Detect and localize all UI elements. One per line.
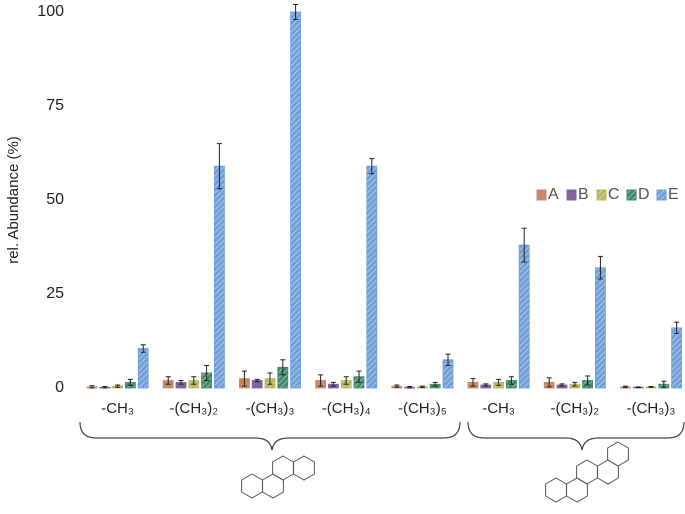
y-tick-label: 75	[46, 97, 64, 114]
error-bar	[216, 143, 222, 190]
error-bar	[102, 385, 108, 389]
error-bar	[419, 385, 425, 389]
bar	[366, 165, 378, 389]
error-bar	[140, 344, 146, 353]
ring	[241, 473, 263, 499]
error-bar	[280, 359, 286, 376]
error-bar	[661, 380, 667, 388]
legend-swatch	[536, 189, 547, 201]
legend-label: B	[578, 186, 589, 203]
error-bar	[165, 376, 171, 385]
legend-swatch	[566, 189, 577, 201]
error-bar	[369, 158, 375, 175]
error-bar	[546, 377, 552, 388]
ring	[293, 455, 315, 481]
bar	[518, 244, 530, 389]
error-bar	[470, 378, 476, 387]
legend-label: C	[608, 186, 620, 203]
error-bar	[407, 385, 413, 389]
error-bar	[178, 379, 184, 385]
brackets	[79, 421, 685, 451]
error-bar	[585, 375, 591, 386]
x-tick-label: -(CH₃)₅	[398, 400, 447, 417]
error-bar	[521, 227, 527, 263]
x-tick-label: -CH₃	[482, 400, 515, 417]
error-bar	[241, 370, 247, 387]
error-bar	[674, 321, 680, 334]
error-bar	[204, 364, 210, 381]
error-bar	[191, 376, 197, 385]
y-tick-label: 0	[55, 379, 64, 396]
error-bar	[356, 370, 362, 383]
error-bar	[254, 378, 260, 383]
x-tick-label: -(CH₃)₄	[322, 400, 371, 417]
bracket-left	[79, 421, 461, 451]
ring	[566, 477, 588, 503]
legend-label: A	[548, 186, 559, 203]
error-bar	[318, 374, 324, 387]
error-bar	[394, 384, 400, 388]
error-bar	[343, 376, 349, 385]
error-bar	[635, 386, 641, 389]
error-bar	[483, 383, 489, 387]
molecules	[241, 441, 629, 503]
legend-swatch	[626, 189, 637, 201]
error-bar	[572, 381, 578, 387]
legend-swatch	[596, 189, 607, 201]
error-bar	[293, 3, 299, 21]
ring	[262, 473, 284, 499]
error-bar	[648, 385, 654, 388]
y-axis-label: rel. Abundance (%)	[5, 136, 22, 264]
ring	[597, 459, 619, 485]
legend-swatch	[656, 189, 667, 201]
error-bar	[267, 372, 273, 385]
bar	[213, 165, 225, 389]
x-tick-label: -(CH₃)₃	[246, 400, 295, 417]
x-tick-label: -CH₃	[101, 400, 134, 417]
legend-label: D	[638, 186, 650, 203]
error-bar	[432, 381, 438, 387]
bar	[290, 11, 302, 389]
error-bar	[115, 384, 121, 388]
error-bar	[559, 383, 565, 387]
x-tick-label: -(CH₃)₂	[170, 400, 219, 417]
ring	[272, 455, 294, 481]
y-tick-label: 50	[46, 191, 64, 208]
y-tick-label: 100	[37, 3, 64, 20]
error-bar	[445, 353, 451, 366]
bracket-right	[467, 421, 685, 451]
bar	[595, 267, 606, 389]
legend-label: E	[668, 186, 679, 203]
error-bar	[496, 378, 502, 386]
error-bar	[622, 385, 628, 389]
ring	[545, 477, 567, 503]
error-bar	[330, 381, 336, 387]
error-bar	[89, 385, 95, 389]
x-tick-label: -(CH₃)₃	[627, 400, 676, 417]
error-bar	[127, 378, 133, 386]
bar	[671, 327, 682, 389]
ring	[576, 459, 598, 485]
x-tick-label: -(CH₃)₂	[551, 400, 600, 417]
ring	[607, 441, 629, 467]
bar	[137, 348, 149, 389]
error-bar	[508, 376, 514, 385]
error-bar	[597, 255, 603, 280]
y-tick-label: 25	[46, 285, 64, 302]
